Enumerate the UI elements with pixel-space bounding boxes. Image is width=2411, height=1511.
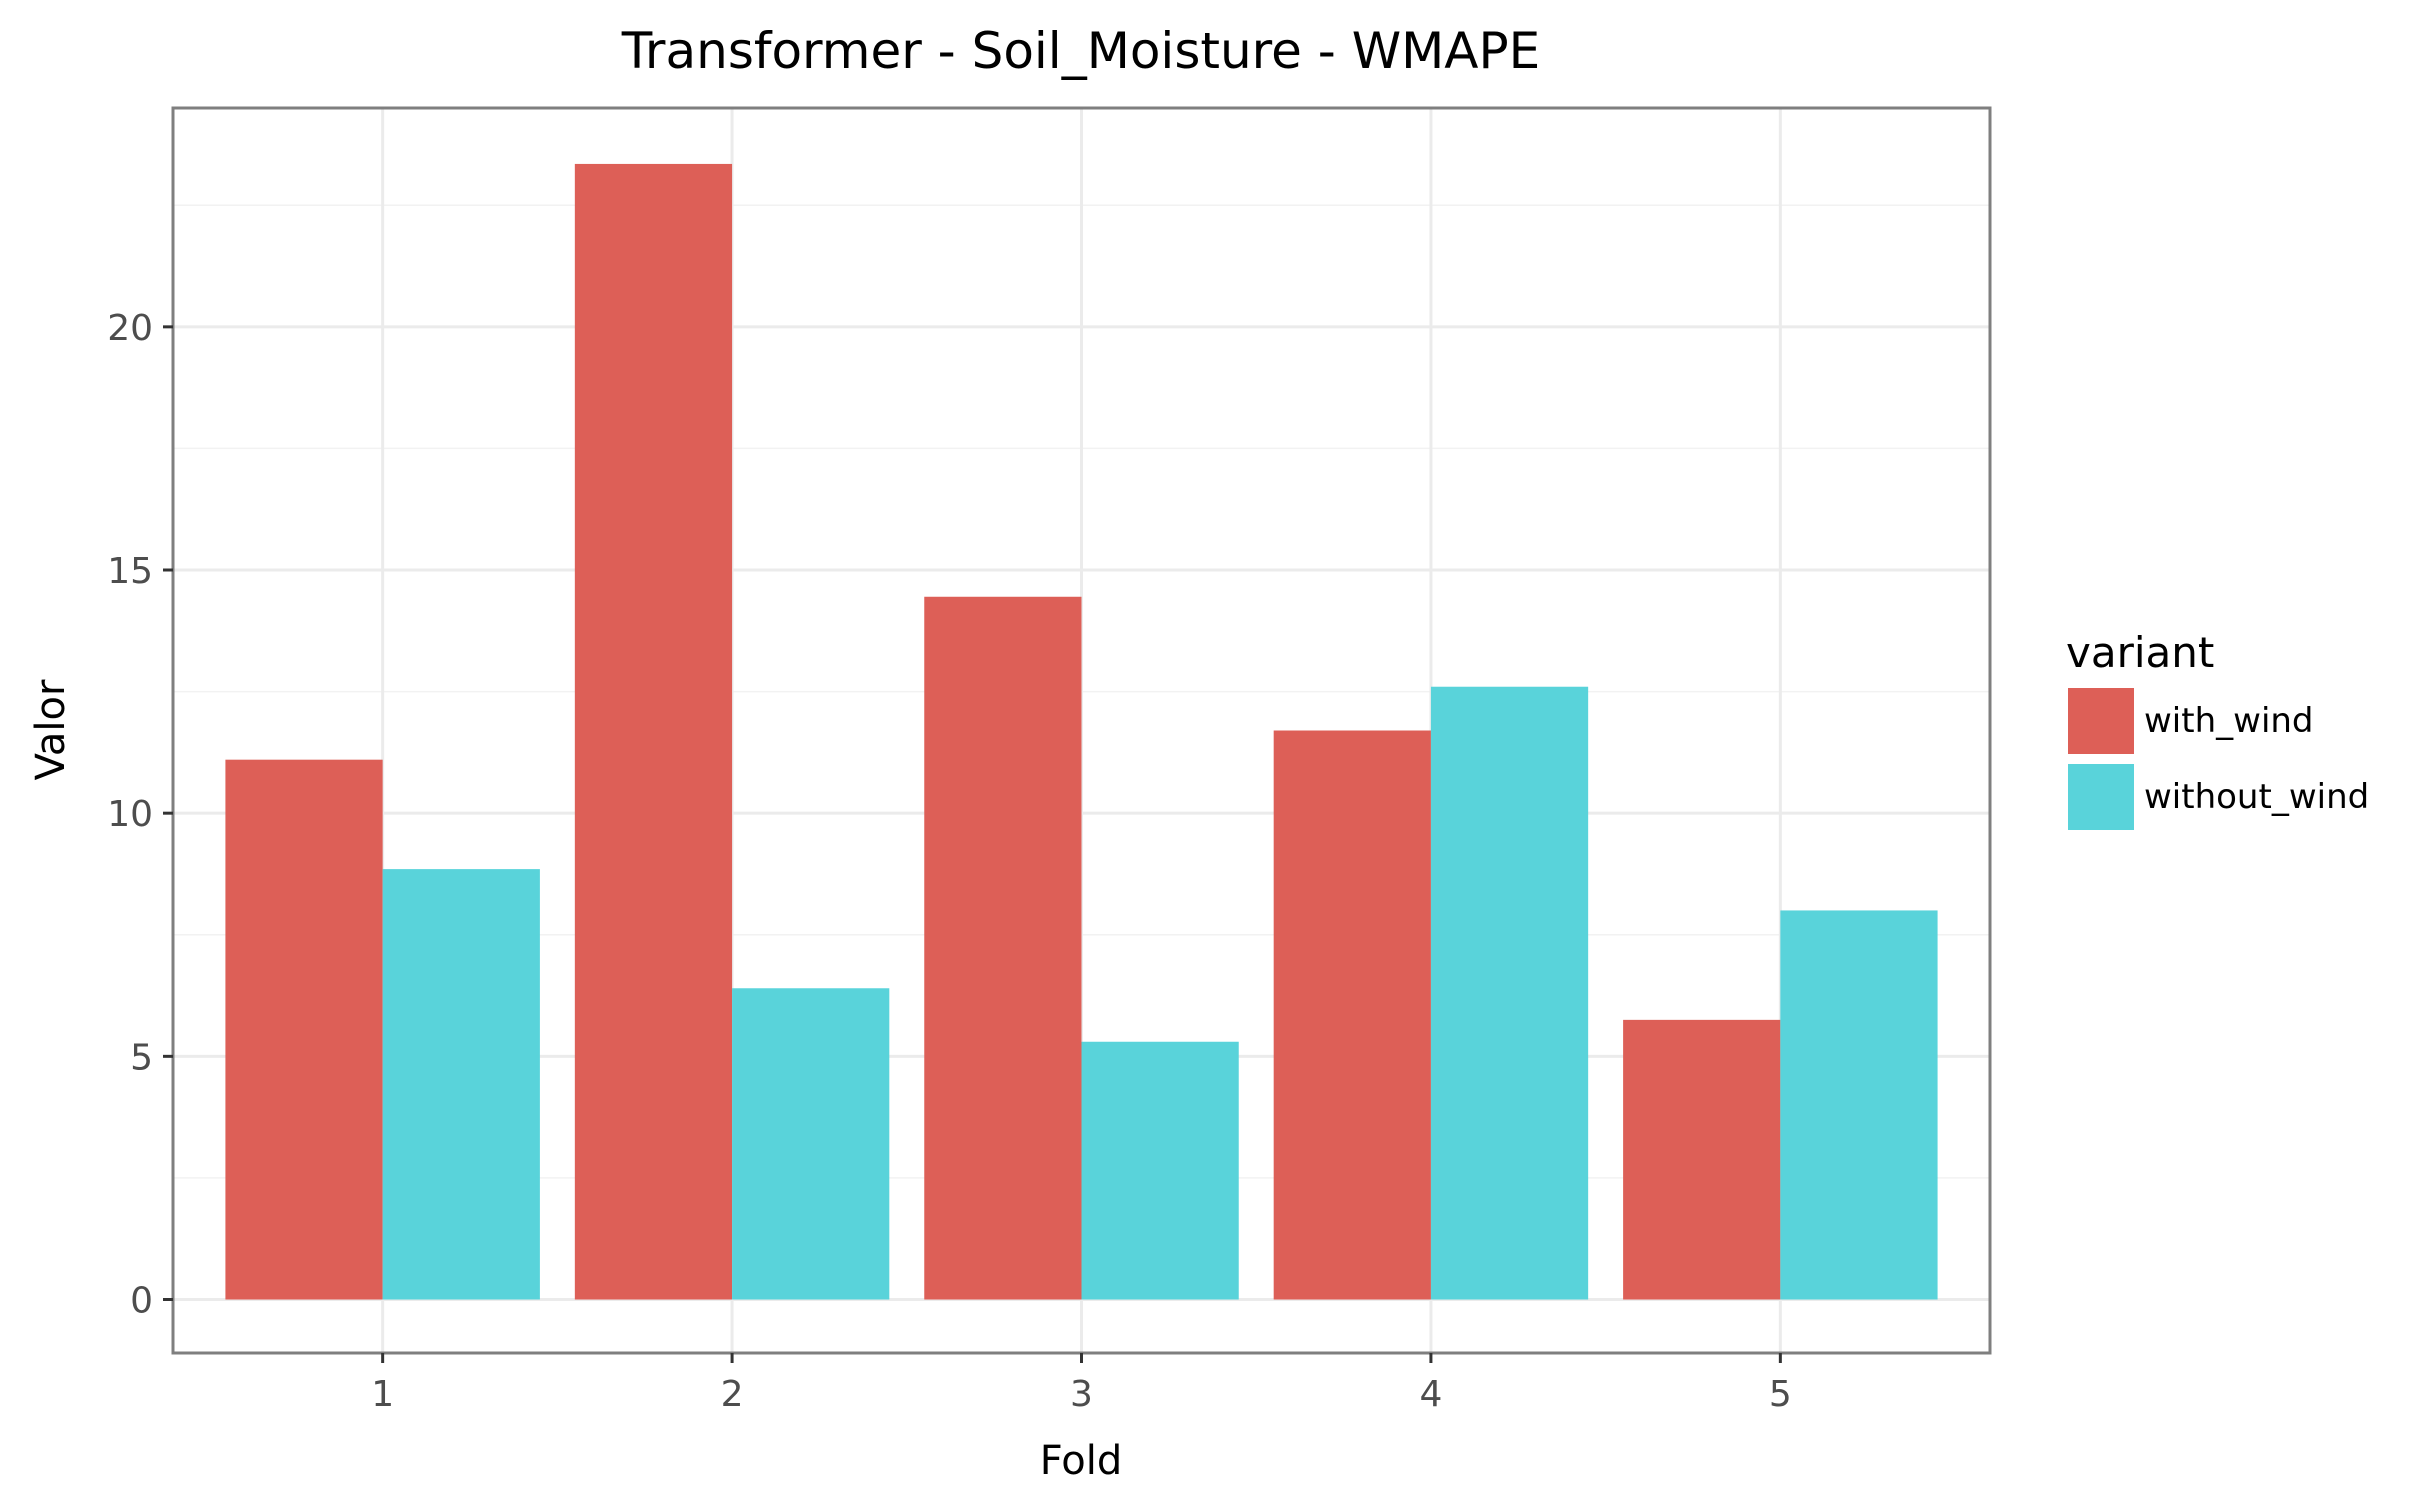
legend: variant with_wind without_wind [2066, 628, 2369, 830]
bar-with-wind-fold-1 [225, 759, 383, 1300]
x-tick-label: 5 [1769, 1374, 1792, 1415]
bar-with-wind-fold-3 [924, 596, 1082, 1300]
legend-title: variant [2066, 628, 2214, 677]
chart-title: Transformer - Soil_Moisture - WMAPE [621, 22, 1541, 80]
y-tick-label: 10 [107, 794, 153, 835]
bar-with-wind-fold-5 [1623, 1019, 1781, 1300]
bar-with-wind-fold-2 [574, 163, 733, 1300]
x-axis: 1 2 3 4 5 [371, 1353, 1792, 1415]
bar-without-wind-fold-2 [732, 988, 890, 1300]
bar-without-wind-fold-4 [1430, 686, 1589, 1300]
legend-label-without-wind: without_wind [2144, 777, 2369, 817]
bar-with-wind-fold-4 [1273, 730, 1431, 1300]
x-tick-label: 4 [1419, 1374, 1442, 1415]
y-axis-label: Valor [28, 679, 74, 780]
x-tick-label: 1 [371, 1374, 394, 1415]
x-axis-label: Fold [1040, 1438, 1123, 1484]
legend-swatch-with-wind [2068, 688, 2134, 754]
legend-label-with-wind: with_wind [2144, 701, 2314, 741]
bar-without-wind-fold-1 [382, 869, 540, 1300]
legend-swatch-without-wind [2068, 764, 2134, 830]
bars [225, 163, 1938, 1300]
y-tick-label: 15 [107, 551, 153, 592]
y-tick-label: 20 [107, 308, 153, 349]
y-tick-label: 5 [130, 1037, 153, 1078]
x-tick-label: 2 [721, 1374, 744, 1415]
bar-without-wind-fold-3 [1081, 1041, 1239, 1300]
x-tick-label: 3 [1070, 1374, 1093, 1415]
y-axis: 0 5 10 15 20 [107, 308, 173, 1322]
y-tick-label: 0 [130, 1281, 153, 1322]
bar-without-wind-fold-5 [1780, 910, 1938, 1300]
